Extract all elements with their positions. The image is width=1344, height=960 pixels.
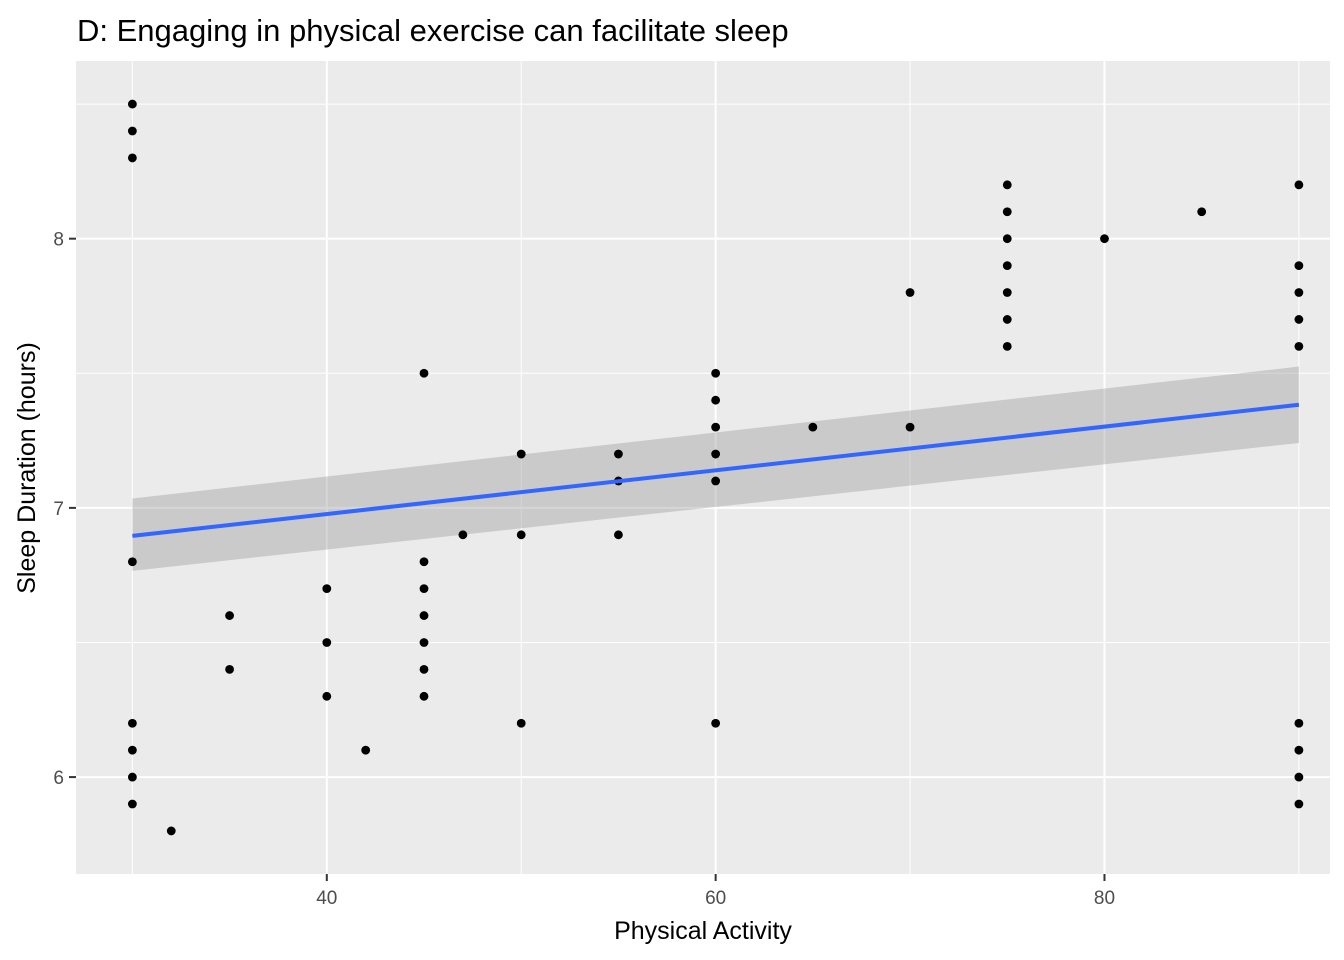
y-axis: 6 7 8 <box>53 230 76 789</box>
data-point <box>419 611 429 620</box>
data-point <box>225 611 234 620</box>
data-point <box>127 799 137 809</box>
data-point <box>1294 180 1304 190</box>
data-point <box>1294 745 1304 755</box>
data-point <box>419 584 429 594</box>
data-point <box>419 691 429 701</box>
data-point <box>166 826 176 836</box>
data-point <box>516 449 526 459</box>
data-point <box>1002 207 1012 217</box>
data-point <box>127 557 137 567</box>
data-point <box>1294 341 1304 351</box>
data-point <box>1002 341 1012 351</box>
data-point <box>711 368 721 378</box>
data-points <box>127 99 1304 836</box>
data-point <box>322 691 332 701</box>
y-tick-label: 7 <box>53 499 64 520</box>
data-point <box>127 126 137 136</box>
data-point <box>1197 207 1207 217</box>
data-point <box>1294 315 1304 324</box>
data-point <box>322 638 332 647</box>
data-point <box>1002 315 1012 324</box>
grid-lines <box>76 61 1330 874</box>
data-point <box>516 718 526 728</box>
data-point <box>905 422 915 432</box>
data-point <box>614 530 623 540</box>
data-point <box>1294 718 1304 728</box>
y-tick-label: 6 <box>53 768 64 789</box>
data-point <box>361 745 371 755</box>
data-point <box>711 476 721 486</box>
data-point <box>127 745 137 755</box>
data-point <box>225 665 234 674</box>
data-point <box>419 638 429 647</box>
data-point <box>127 718 137 728</box>
data-point <box>905 288 915 297</box>
data-point <box>1002 180 1012 190</box>
x-axis: 40 60 80 <box>316 874 1115 909</box>
data-point <box>1294 261 1304 270</box>
data-point <box>419 557 429 567</box>
data-point <box>614 449 623 459</box>
data-point <box>711 449 721 459</box>
data-point <box>1294 799 1304 809</box>
x-axis-title: Physical Activity <box>614 917 792 945</box>
data-point <box>1294 772 1304 782</box>
data-point <box>458 530 468 540</box>
data-point <box>1002 234 1012 244</box>
data-point <box>711 718 721 728</box>
data-point <box>516 530 526 540</box>
x-tick-label: 60 <box>705 888 726 909</box>
trend-line <box>132 402 1300 538</box>
data-point <box>419 368 429 378</box>
plot-panel <box>76 61 1330 874</box>
data-point <box>1002 288 1012 297</box>
y-axis-title: Sleep Duration (hours) <box>13 342 41 594</box>
data-point <box>127 99 137 109</box>
trend-line-layer <box>132 402 1300 538</box>
data-point <box>711 395 721 405</box>
y-tick-label: 8 <box>53 230 64 251</box>
data-point <box>419 665 429 674</box>
x-tick-label: 40 <box>316 888 337 909</box>
data-point <box>808 422 818 432</box>
x-tick-label: 80 <box>1094 888 1115 909</box>
chart-title: D: Engaging in physical exercise can fac… <box>77 13 789 48</box>
data-point <box>1294 288 1304 297</box>
data-point <box>711 422 721 432</box>
data-point <box>127 153 137 163</box>
data-point <box>1002 261 1012 270</box>
data-point <box>1100 234 1109 244</box>
data-point <box>322 584 332 594</box>
data-point <box>127 772 137 782</box>
